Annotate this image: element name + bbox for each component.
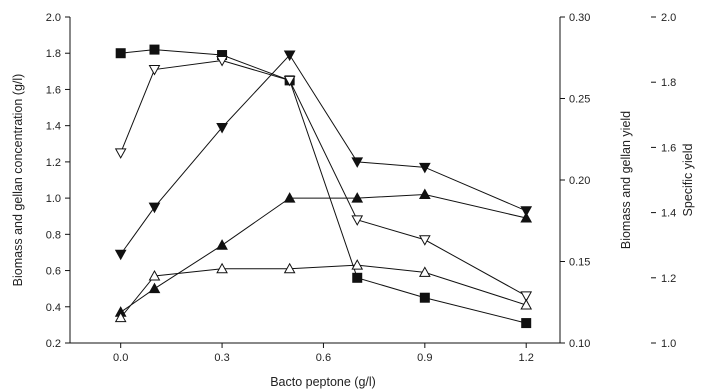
data-point-triangle-down: [418, 235, 431, 246]
data-point-triangle-up: [418, 266, 431, 277]
series-layer: [114, 44, 533, 329]
data-point-triangle-up: [216, 262, 228, 274]
data-point-triangle-up: [216, 239, 228, 250]
data-point-triangle-down: [114, 148, 127, 159]
series-triangle-up-open: [114, 259, 533, 323]
series-triangle-up-filled: [114, 188, 533, 317]
data-point-triangle-up: [351, 259, 364, 270]
y-left-tick-label: 0.2: [46, 338, 61, 350]
data-point-triangle-up: [520, 298, 533, 310]
data-point-square: [521, 318, 532, 329]
data-point-triangle-down: [148, 202, 161, 214]
data-point-triangle-up: [148, 282, 161, 294]
x-tick-label: 0.9: [417, 352, 432, 364]
y-right2-tick-label: 1.4: [661, 208, 676, 220]
data-point-square: [419, 292, 430, 303]
y-right2-tick-label: 1.0: [661, 338, 676, 350]
y-axis-right2-title: Specific yield: [681, 143, 695, 216]
y-left-tick-label: 0.4: [46, 302, 61, 314]
data-point-triangle-up: [283, 192, 296, 203]
data-point-triangle-down: [283, 75, 296, 87]
y-left-tick-label: 0.6: [46, 266, 61, 278]
y-left-tick-label: 1.0: [46, 193, 61, 205]
data-point-triangle-down: [351, 157, 364, 168]
data-point-triangle-down: [520, 291, 533, 302]
data-point-triangle-down: [114, 249, 127, 261]
x-tick-label: 0.0: [113, 352, 128, 364]
y-left-tick-label: 1.6: [46, 84, 61, 96]
y-right1-tick-label: 0.20: [569, 175, 590, 187]
data-point-triangle-down: [418, 162, 431, 174]
x-tick-label: 0.6: [316, 352, 331, 364]
data-point-triangle-up: [520, 212, 533, 223]
data-point-triangle-up: [148, 269, 161, 281]
y-left-tick-label: 1.2: [46, 157, 61, 169]
y-right1-tick-label: 0.25: [569, 94, 590, 106]
data-point-square: [115, 48, 126, 59]
series-triangle-down-open: [114, 55, 533, 302]
x-tick-label: 0.3: [214, 352, 229, 364]
y-left-tick-label: 1.8: [46, 48, 61, 60]
y-left-tick-label: 2.0: [46, 12, 61, 24]
data-point-triangle-down: [283, 50, 296, 62]
data-point-square: [149, 44, 160, 55]
y-left-tick-label: 1.4: [46, 121, 61, 133]
data-point-triangle-down: [520, 206, 533, 217]
data-point-triangle-up: [283, 262, 296, 274]
data-point-square: [352, 272, 363, 283]
y-left-tick-label: 0.8: [46, 229, 61, 241]
data-point-triangle-up: [418, 188, 431, 199]
data-point-triangle-up: [351, 192, 364, 203]
y-right2-tick-label: 1.2: [661, 273, 676, 285]
y-right2-tick-label: 1.6: [661, 142, 676, 154]
series-triangle-down-filled: [114, 50, 533, 261]
data-point-triangle-up: [114, 311, 127, 323]
y-axis-right1-title: Biomass and gellan yield: [619, 111, 633, 249]
data-point-triangle-down: [216, 55, 228, 67]
series-line: [120, 264, 527, 318]
series-line: [120, 193, 527, 313]
y-right1-tick-label: 0.10: [569, 338, 590, 350]
data-point-triangle-down: [216, 122, 228, 134]
y-right2-tick-label: 2.0: [661, 12, 676, 24]
series-line: [120, 49, 527, 324]
series-line: [120, 54, 527, 255]
data-point-triangle-down: [148, 65, 161, 76]
axes: 0.2 0.4 0.6 0.8 1.0 1.2 1.4 1.6 1.8 2.0 0.0 0.3 0.6 0…: [46, 12, 677, 364]
y-right1-tick-label: 0.30: [569, 12, 590, 24]
data-point-triangle-down: [351, 215, 364, 226]
y-axis-left-title: Biomass and gellan concentration (g/l): [11, 74, 25, 287]
x-axis-title: Bacto peptone (g/l): [270, 375, 376, 389]
x-tick-label: 1.2: [519, 352, 534, 364]
y-right1-tick-label: 0.15: [569, 257, 590, 269]
y-right2-tick-label: 1.8: [661, 77, 676, 89]
